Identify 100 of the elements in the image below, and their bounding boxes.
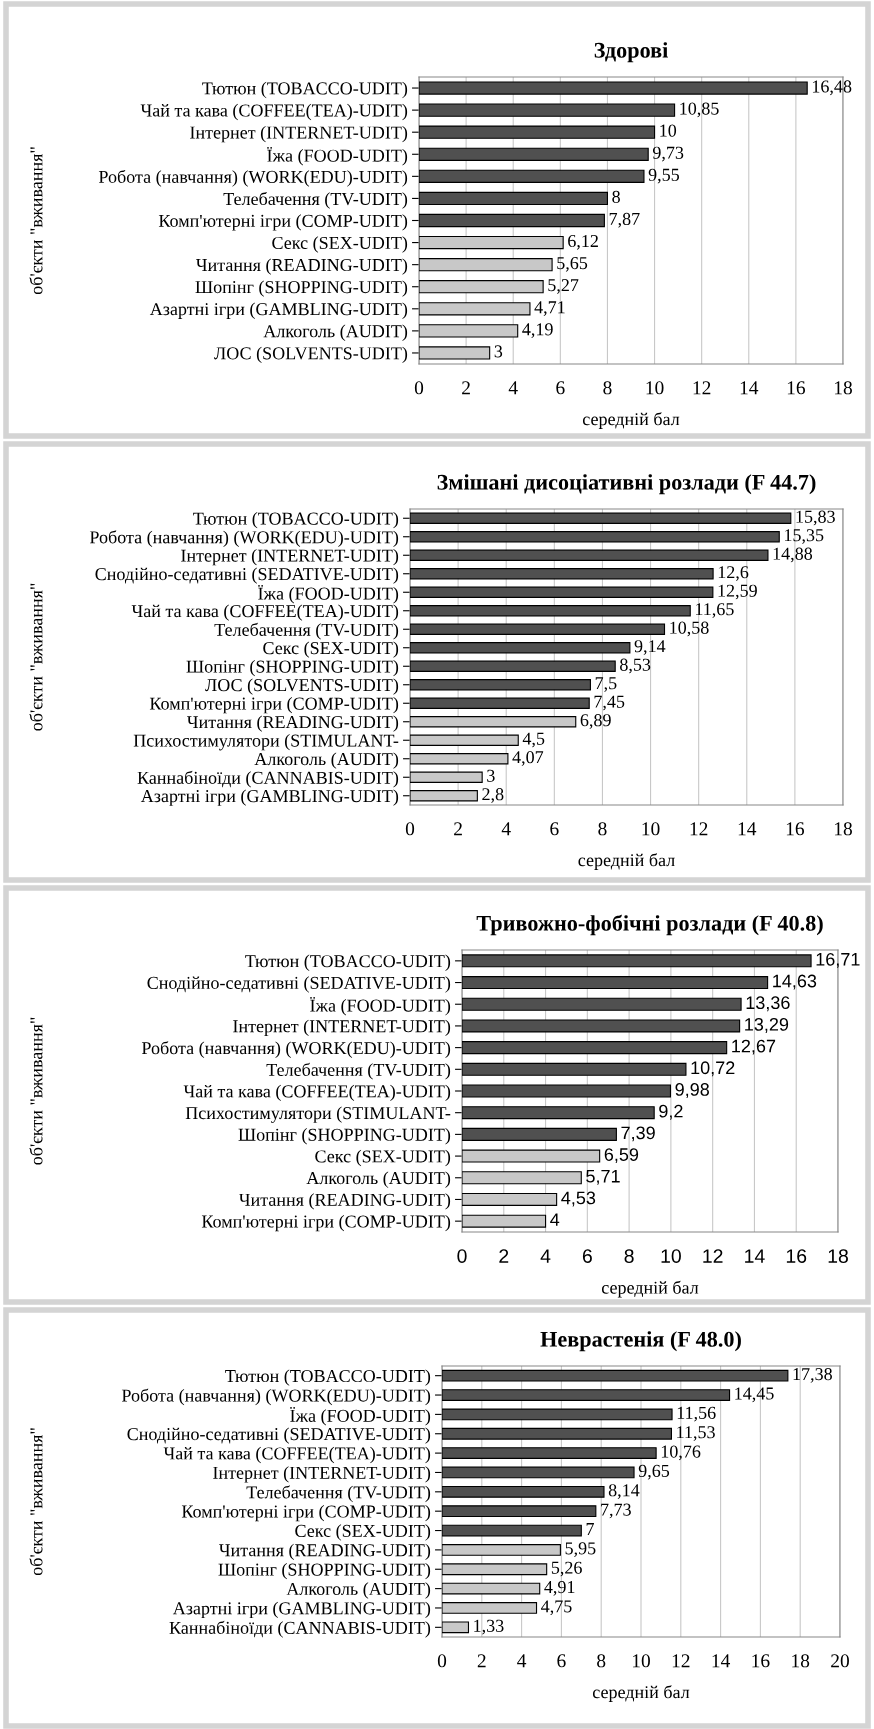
x-axis-title: середній бал [578,853,675,870]
y-tick-label: Чай та кава (COFFEE(TEA)-UDIT) [163,1446,431,1464]
y-tick-label: Алкоголь (AUDIT) [286,1582,431,1599]
y-tick-label: Снодійно-седативні (SEDATIVE-UDIT) [127,1427,431,1444]
data-label: 16,48 [812,80,852,96]
x-tick-label: 4 [508,381,518,395]
x-tick-label: 14 [740,381,759,395]
y-tick-label: Їжа (FOOD-UDIT) [310,996,451,1016]
data-label: 9,73 [652,146,684,162]
y-axis-title: об'єкти "вживання" [29,147,43,295]
x-tick-label: 4 [501,822,511,836]
data-label: 17,38 [793,1368,832,1383]
data-label: 4,75 [541,1600,572,1616]
y-tick-label: Телебачення (TV-UDIT) [266,1062,451,1080]
data-label: 16,71 [816,952,860,968]
data-label: 15,83 [796,510,835,526]
x-tick-label: 14 [712,1654,731,1668]
y-tick-label: Шопінг (SHOPPING-UDIT) [238,1128,451,1145]
y-tick-label: Комп'ютерні ігри (COMP-UDIT) [158,214,408,231]
y-tick-label: Їжа (FOOD-UDIT) [258,584,399,604]
x-tick-label: 2 [477,1654,486,1668]
y-tick-label: Чай та кава (COFFEE(TEA)-UDIT) [131,604,399,621]
x-tick-label: 10 [632,1654,650,1668]
data-label: 12,67 [732,1039,776,1055]
data-label: 7,45 [594,695,625,711]
x-tick-label: 6 [557,1654,566,1668]
data-label: 15,35 [785,529,824,544]
y-tick-label: Інтернет (INTERNET-UDIT) [181,548,399,566]
y-tick-label: ЛОС (SOLVENTS-UDIT) [214,346,408,364]
data-label: 13,36 [746,996,790,1012]
x-tick-label: 2 [462,381,470,395]
data-label: 7,5 [595,677,617,692]
y-tick-label: Чай та кава (COFFEE(TEA)-UDIT) [183,1084,451,1102]
data-label: 14,45 [735,1387,774,1403]
data-label: 8,53 [620,658,651,674]
x-tick-label: 0 [405,822,415,836]
y-tick-label: Азартні ігри (GAMBLING-UDIT) [140,789,399,806]
x-tick-label: 18 [834,381,852,395]
data-label: 10,58 [670,621,709,637]
y-tick-label: Комп'ютерні ігри (COMP-UDIT) [201,1214,451,1232]
x-tick-label: 18 [828,1249,848,1263]
chart-title: Здорові [594,42,668,63]
y-tick-label: Азартні ігри (GAMBLING-UDIT) [172,1601,431,1619]
data-label: 7,73 [601,1503,631,1519]
x-tick-label: 6 [556,381,565,395]
data-label: 4,5 [522,732,545,748]
y-tick-label: Секс (SEX-UDIT) [263,641,399,658]
data-label: 8,14 [608,1484,640,1499]
data-label: 9,65 [638,1464,670,1480]
data-label: 13,29 [745,1017,789,1033]
data-label: 12,6 [718,566,749,581]
x-tick-label: 12 [672,1654,690,1668]
data-label: 11,56 [677,1406,716,1422]
chart-title: Тривожно-фобічні розлади (F 40.8) [476,914,823,936]
y-tick-label: Їжа (FOOD-UDIT) [267,146,408,166]
data-label: 14,88 [773,547,813,563]
y-tick-label: Їжа (FOOD-UDIT) [290,1407,431,1426]
y-tick-label: Телебачення (TV-UDIT) [214,622,399,640]
y-tick-label: Тютюн (TOBACCO-UDIT) [193,511,399,529]
y-tick-label: Каннабіноїди (CANNABIS-UDIT) [137,770,399,788]
y-tick-label: Телебачення (TV-UDIT) [223,191,408,209]
data-label: 6,89 [580,714,611,729]
data-label: 4,07 [512,751,544,766]
y-tick-label: Інтернет (INTERNET-UDIT) [233,1019,451,1037]
data-label: 1,33 [474,1619,504,1635]
y-tick-label: Секс (SEX-UDIT) [272,236,408,253]
y-tick-label: Алкоголь (AUDIT) [306,1171,451,1188]
data-label: 4,91 [544,1580,575,1596]
y-tick-label: Алкоголь (AUDIT) [254,752,399,769]
x-tick-label: 10 [661,1249,681,1263]
y-tick-label: Психостимулятори (STIMULANT- [185,1106,451,1123]
y-tick-label: Читання (READING-UDIT) [239,1193,451,1210]
x-tick-label: 2 [454,822,462,836]
y-tick-label: Комп'ютерні ігри (COMP-UDIT) [149,696,399,714]
data-label: 8 [612,190,620,203]
y-tick-label: Шопінг (SHOPPING-UDIT) [195,280,408,297]
data-label: 5,26 [551,1561,582,1577]
x-tick-label: 14 [745,1249,765,1263]
x-tick-label: 0 [437,1654,447,1668]
x-tick-label: 12 [693,381,711,395]
y-tick-label: Інтернет (INTERNET-UDIT) [190,125,408,143]
data-label: 2,8 [482,788,504,803]
data-label: 3 [494,345,503,358]
y-tick-label: Комп'ютерні ігри (COMP-UDIT) [181,1504,431,1522]
x-tick-label: 10 [642,822,660,836]
x-tick-label: 10 [646,381,664,395]
x-tick-label: 20 [831,1654,849,1668]
data-label: 11,53 [677,1426,715,1441]
x-tick-label: 8 [624,1249,634,1263]
x-tick-label: 18 [834,822,852,836]
x-tick-label: 8 [603,381,612,395]
x-axis-title: середній бал [582,412,680,429]
data-label: 9,2 [659,1104,683,1120]
data-label: 3 [487,769,495,782]
y-tick-label: Психостимулятори (STIMULANT- [133,733,399,751]
data-label: 6,59 [604,1148,639,1164]
y-tick-label: Шопінг (SHOPPING-UDIT) [218,1562,431,1580]
x-tick-label: 16 [752,1654,770,1668]
x-tick-label: 14 [738,822,757,836]
y-tick-label: Читання (READING-UDIT) [219,1543,431,1560]
